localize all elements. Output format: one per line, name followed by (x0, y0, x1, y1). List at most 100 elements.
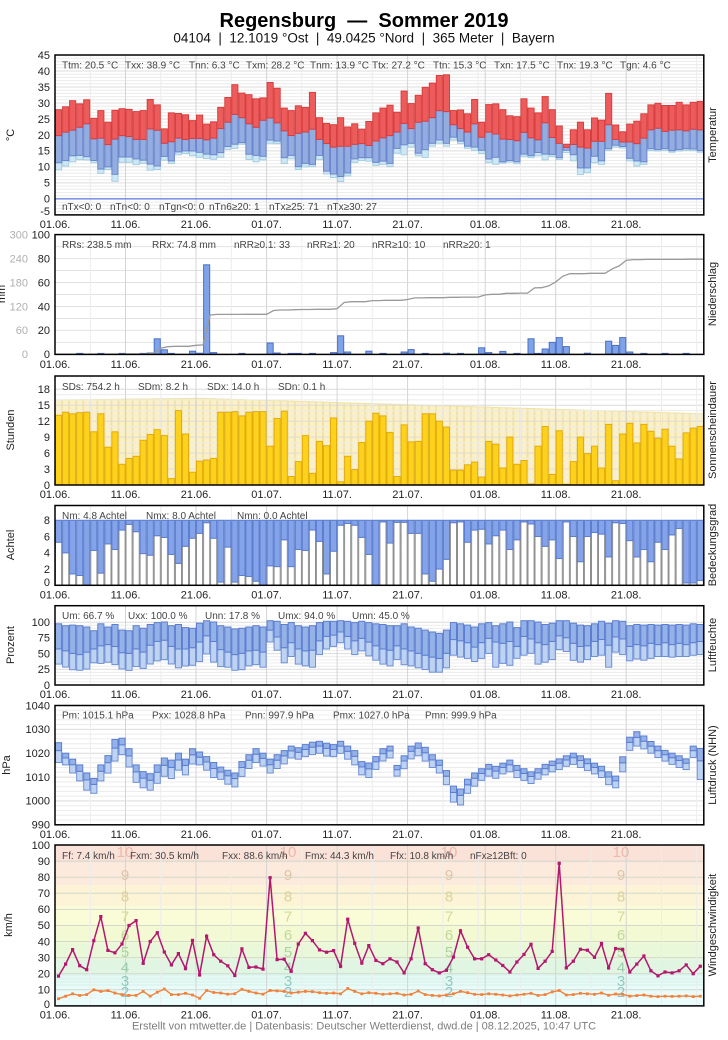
svg-text:6: 6 (44, 531, 50, 543)
svg-text:7: 7 (284, 909, 292, 926)
svg-text:11.06.: 11.06. (111, 359, 141, 371)
svg-text:3: 3 (44, 464, 50, 476)
svg-text:11.07.: 11.07. (322, 359, 352, 371)
svg-text:0: 0 (44, 577, 50, 589)
svg-text:7: 7 (121, 909, 129, 926)
svg-text:01.06.: 01.06. (40, 359, 71, 371)
svg-text:8: 8 (44, 515, 50, 527)
svg-text:3: 3 (617, 973, 625, 990)
svg-text:21.08.: 21.08. (611, 829, 642, 841)
svg-text:11.06.: 11.06. (111, 829, 141, 841)
svg-text:°C: °C (5, 129, 17, 141)
svg-text:80: 80 (38, 253, 50, 265)
svg-text:6: 6 (284, 927, 292, 944)
svg-text:6: 6 (617, 927, 625, 944)
svg-text:1030: 1030 (26, 724, 50, 736)
svg-text:25: 25 (38, 114, 50, 126)
svg-text:35: 35 (38, 82, 50, 94)
svg-text:11.08.: 11.08. (541, 219, 571, 231)
svg-text:01.07.: 01.07. (251, 359, 282, 371)
svg-text:18: 18 (38, 384, 50, 396)
svg-text:01.08.: 01.08. (470, 590, 501, 602)
svg-text:9: 9 (284, 867, 292, 884)
svg-text:21.07.: 21.07. (392, 1010, 423, 1022)
svg-text:21.07.: 21.07. (392, 359, 423, 371)
svg-text:01.06.: 01.06. (40, 1010, 71, 1022)
svg-text:11.06.: 11.06. (111, 1010, 141, 1022)
svg-text:7: 7 (617, 909, 625, 926)
svg-text:21.06.: 21.06. (181, 489, 212, 501)
svg-text:11.07.: 11.07. (322, 689, 352, 701)
svg-text:01.06.: 01.06. (40, 829, 71, 841)
svg-text:mm: mm (0, 285, 8, 303)
svg-text:11.06.: 11.06. (111, 489, 141, 501)
svg-text:21.08.: 21.08. (611, 590, 642, 602)
svg-text:km/h: km/h (3, 913, 15, 937)
svg-text:4: 4 (44, 548, 50, 560)
svg-text:90: 90 (38, 856, 50, 868)
svg-text:9: 9 (121, 867, 129, 884)
svg-text:Achtel: Achtel (5, 530, 17, 561)
svg-text:5: 5 (617, 944, 625, 961)
svg-text:4: 4 (121, 959, 129, 976)
svg-text:11.06.: 11.06. (111, 689, 141, 701)
svg-text:45: 45 (38, 50, 50, 62)
svg-text:60: 60 (38, 904, 50, 916)
svg-text:5: 5 (44, 178, 50, 190)
svg-text:1010: 1010 (26, 772, 50, 784)
svg-text:01.06.: 01.06. (40, 489, 71, 501)
svg-text:4: 4 (445, 959, 453, 976)
svg-text:75: 75 (38, 633, 50, 645)
svg-text:60: 60 (16, 325, 28, 337)
svg-text:21.07.: 21.07. (392, 489, 423, 501)
svg-text:21.06.: 21.06. (181, 689, 212, 701)
svg-text:0: 0 (44, 680, 50, 692)
svg-text:Temperatur: Temperatur (707, 107, 719, 163)
svg-text:01.08.: 01.08. (470, 829, 501, 841)
svg-text:01.08.: 01.08. (470, 1010, 501, 1022)
svg-text:01.06.: 01.06. (40, 219, 71, 231)
svg-text:21.06.: 21.06. (181, 219, 212, 231)
svg-text:4: 4 (284, 959, 292, 976)
svg-text:2: 2 (617, 984, 625, 1001)
svg-text:20: 20 (38, 325, 50, 337)
svg-text:990: 990 (32, 820, 50, 832)
svg-text:60: 60 (38, 277, 50, 289)
svg-text:0: 0 (44, 194, 50, 206)
svg-text:01.07.: 01.07. (251, 1010, 282, 1022)
svg-text:25: 25 (38, 664, 50, 676)
svg-text:01.07.: 01.07. (251, 829, 282, 841)
svg-text:4: 4 (617, 959, 625, 976)
svg-text:Niederschlag: Niederschlag (707, 262, 719, 326)
svg-text:21.06.: 21.06. (181, 590, 212, 602)
svg-text:21.06.: 21.06. (181, 359, 212, 371)
svg-text:6: 6 (445, 927, 453, 944)
svg-text:300: 300 (10, 229, 28, 241)
svg-text:10: 10 (38, 162, 50, 174)
svg-text:120: 120 (10, 301, 28, 313)
svg-text:50: 50 (38, 648, 50, 660)
svg-text:01.07.: 01.07. (251, 219, 282, 231)
svg-text:01.07.: 01.07. (251, 489, 282, 501)
svg-text:10: 10 (441, 844, 458, 861)
svg-text:8: 8 (284, 889, 292, 906)
svg-text:3: 3 (121, 973, 129, 990)
svg-text:Sonnenscheindauer: Sonnenscheindauer (707, 381, 719, 479)
svg-text:21.07.: 21.07. (392, 590, 423, 602)
svg-text:100: 100 (32, 617, 50, 629)
svg-text:6: 6 (44, 448, 50, 460)
svg-text:5: 5 (445, 944, 453, 961)
svg-text:01.06.: 01.06. (40, 590, 71, 602)
svg-text:01.07.: 01.07. (251, 590, 282, 602)
svg-text:70: 70 (38, 888, 50, 900)
svg-text:0: 0 (44, 480, 50, 492)
svg-text:1020: 1020 (26, 748, 50, 760)
svg-text:10: 10 (280, 844, 297, 861)
svg-text:100: 100 (32, 229, 50, 241)
svg-text:240: 240 (10, 253, 28, 265)
svg-text:7: 7 (445, 909, 453, 926)
svg-text:21.08.: 21.08. (611, 359, 642, 371)
